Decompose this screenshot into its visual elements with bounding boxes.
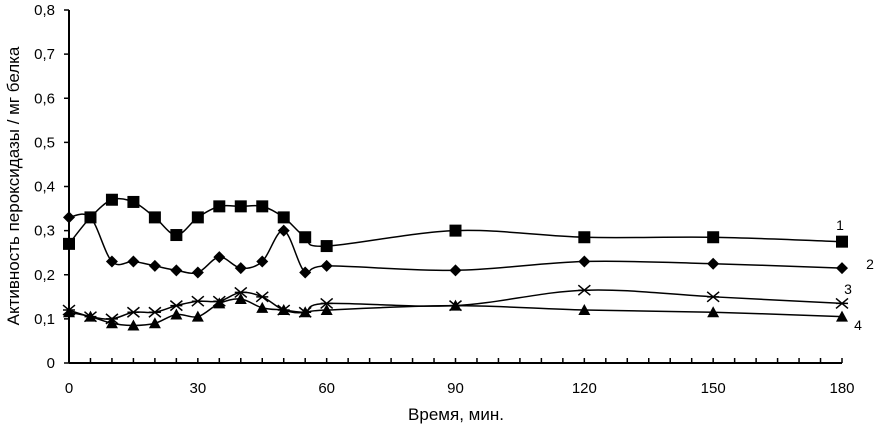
- series-line: [68, 197, 843, 247]
- triangle-marker: [63, 306, 75, 318]
- diamond-marker: [63, 211, 75, 224]
- y-tick-label: 0,1: [34, 311, 55, 328]
- diamond-marker: [707, 257, 720, 270]
- x-tick-label: 60: [318, 380, 335, 397]
- y-axis-label: Активность пероксидазы / мг белка: [4, 46, 23, 325]
- diamond-marker: [256, 255, 269, 268]
- cross-marker: [577, 284, 591, 296]
- y-tick-label: 0,4: [34, 179, 55, 196]
- diamond-marker: [578, 255, 591, 268]
- y-tick-label: 0,2: [34, 267, 55, 284]
- square-marker: [299, 231, 312, 244]
- triangle-marker: [256, 301, 269, 313]
- triangle-marker: [277, 304, 290, 316]
- triangle-marker: [191, 310, 204, 322]
- series-2: 2: [63, 211, 874, 279]
- cross-marker: [255, 291, 269, 303]
- x-tick-label: 150: [701, 380, 726, 397]
- triangle-marker: [836, 310, 848, 322]
- diamond-marker: [84, 211, 97, 224]
- series-4: 4: [63, 293, 862, 333]
- cross-marker: [835, 297, 849, 310]
- cross-marker: [706, 291, 720, 303]
- triangle-marker: [299, 306, 312, 318]
- square-marker: [127, 195, 140, 208]
- x-tick-label: 90: [447, 380, 464, 397]
- y-tick-label: 0,6: [34, 90, 55, 107]
- triangle-marker: [84, 310, 97, 322]
- square-marker: [256, 200, 269, 213]
- triangle-marker: [707, 306, 720, 318]
- square-marker: [707, 231, 720, 244]
- diamond-marker: [148, 259, 161, 272]
- triangle-marker: [127, 319, 140, 331]
- square-marker: [213, 200, 226, 213]
- triangle-marker: [213, 297, 226, 309]
- triangle-marker: [234, 293, 247, 305]
- cross-marker: [320, 297, 334, 310]
- square-marker: [63, 237, 75, 250]
- triangle-marker: [449, 299, 462, 311]
- y-tick-label: 0,5: [34, 134, 55, 151]
- y-tick-label: 0,3: [34, 223, 55, 240]
- cross-marker: [126, 306, 140, 318]
- diamond-marker: [449, 264, 462, 277]
- y-tick-label: 0,8: [34, 2, 55, 19]
- diamond-marker: [299, 266, 312, 279]
- diamond-marker: [105, 255, 118, 268]
- diamond-marker: [234, 262, 247, 275]
- diamond-marker: [277, 224, 290, 237]
- triangle-marker: [170, 308, 183, 320]
- square-marker: [191, 211, 204, 224]
- diamond-marker: [320, 259, 333, 272]
- series-1: 1: [63, 193, 848, 253]
- diamond-marker: [191, 266, 204, 279]
- square-marker: [449, 224, 462, 237]
- series-label: 1: [836, 217, 844, 233]
- square-marker: [234, 200, 247, 213]
- square-marker: [105, 193, 118, 206]
- triangle-marker: [105, 317, 118, 329]
- x-tick-label: 180: [829, 380, 854, 397]
- diamond-marker: [127, 255, 140, 268]
- x-axis-label: Время, мин.: [408, 405, 504, 424]
- square-marker: [170, 229, 183, 242]
- square-marker: [836, 235, 848, 248]
- series-3: 3: [62, 281, 852, 325]
- triangle-marker: [320, 304, 333, 316]
- y-tick-label: 0,7: [34, 46, 55, 63]
- cross-marker: [169, 300, 183, 312]
- cross-marker: [148, 306, 162, 318]
- diamond-marker: [170, 264, 183, 277]
- cross-marker: [234, 286, 248, 298]
- series-label: 3: [844, 281, 852, 297]
- x-tick-label: 30: [189, 380, 206, 397]
- cross-marker: [191, 295, 205, 307]
- y-tick-label: 0: [47, 355, 55, 372]
- square-marker: [320, 240, 333, 253]
- square-marker: [277, 211, 290, 224]
- x-tick-label: 0: [65, 380, 73, 397]
- series-label: 4: [854, 317, 862, 333]
- diamond-marker: [213, 251, 226, 264]
- triangle-marker: [578, 304, 591, 316]
- series-label: 2: [866, 256, 874, 272]
- triangle-marker: [148, 317, 161, 329]
- x-tick-label: 120: [572, 380, 597, 397]
- square-marker: [578, 231, 591, 244]
- square-marker: [148, 211, 161, 224]
- diamond-marker: [836, 262, 848, 275]
